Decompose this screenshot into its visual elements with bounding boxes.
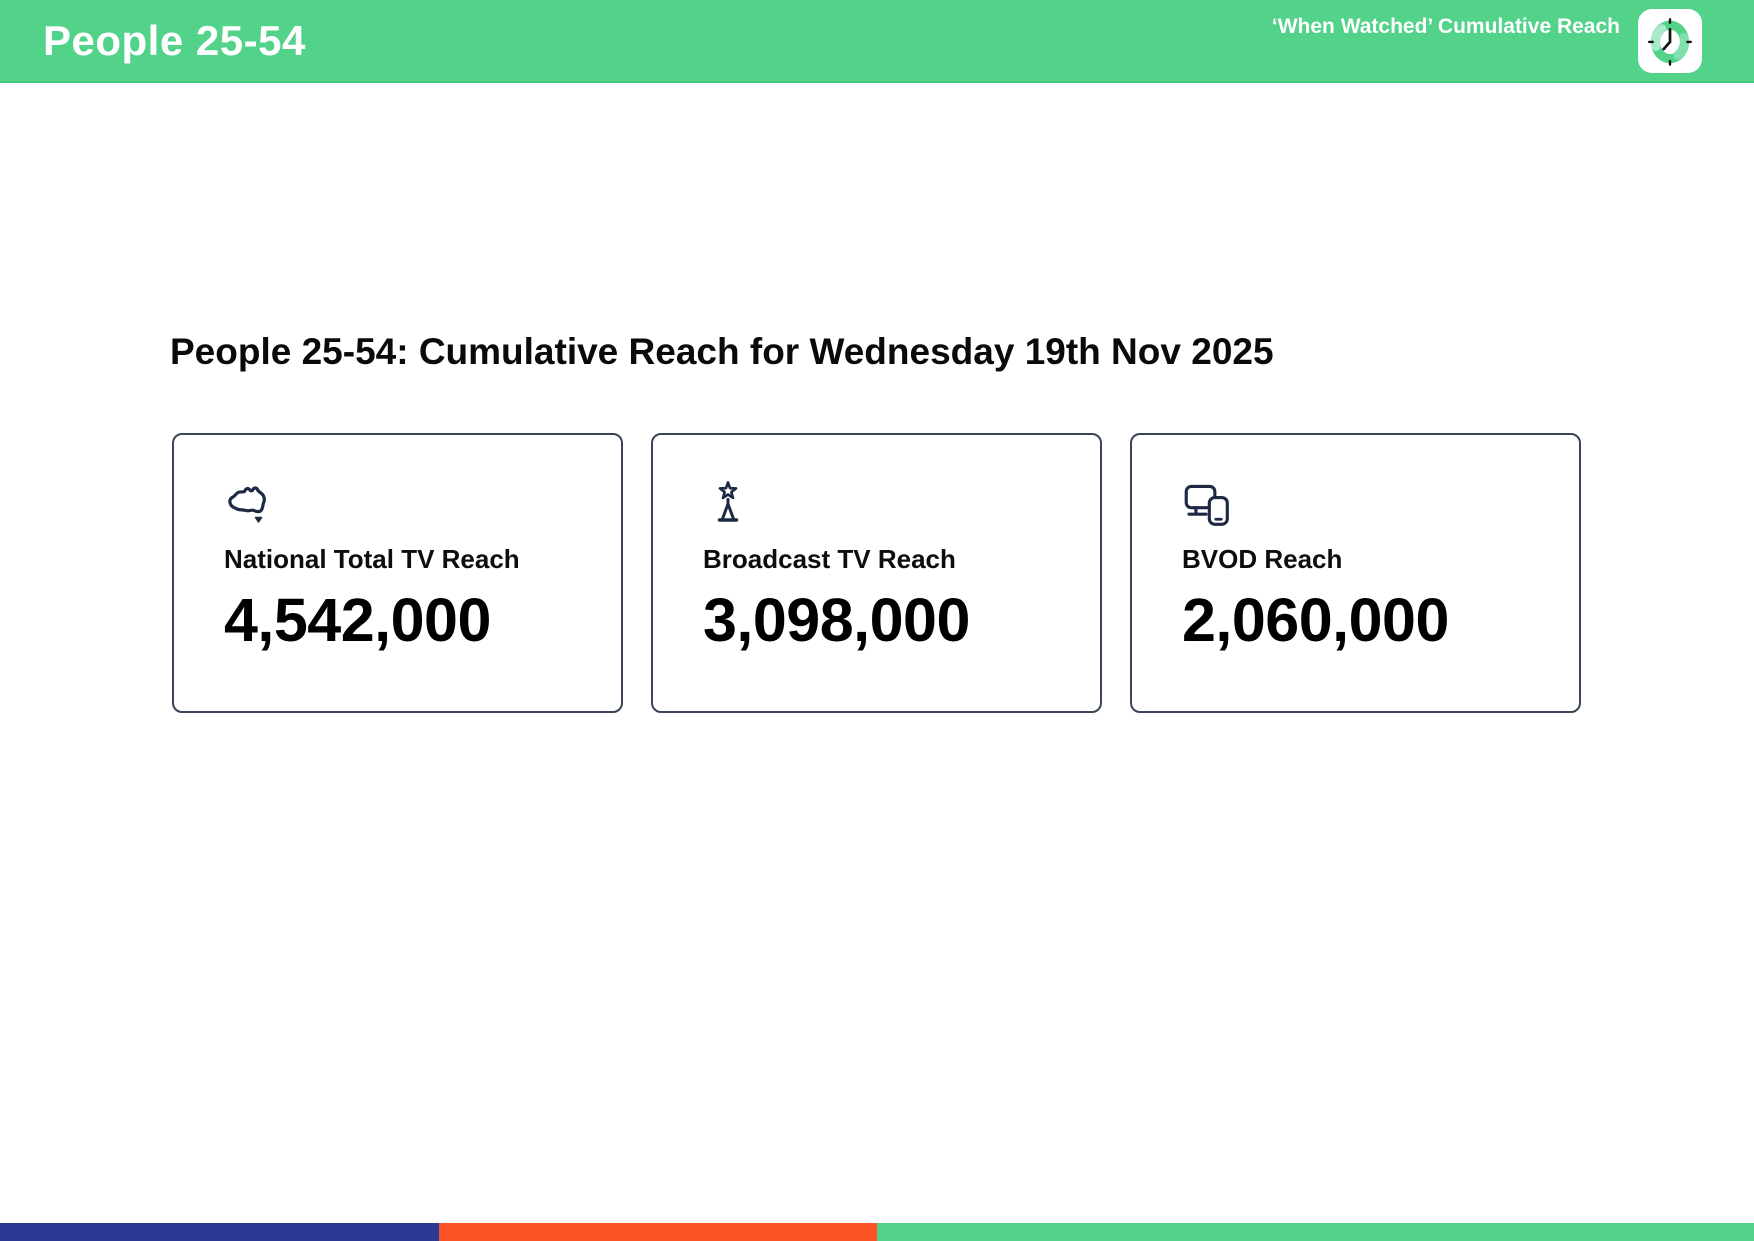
kpi-card-broadcast-tv: Broadcast TV Reach 3,098,000 — [651, 433, 1102, 713]
footer-stripe-orange — [438, 1223, 877, 1241]
header-subtitle: ‘When Watched’ Cumulative Reach — [1271, 14, 1620, 38]
report-heading: People 25-54: Cumulative Reach for Wedne… — [170, 331, 1274, 372]
kpi-label: National Total TV Reach — [224, 544, 520, 574]
header-right-group: ‘When Watched’ Cumulative Reach — [1271, 8, 1702, 73]
kpi-value: 3,098,000 — [703, 586, 970, 654]
page-title: People 25-54 — [43, 16, 306, 64]
kpi-card-national-total-tv: National Total TV Reach 4,542,000 — [172, 433, 623, 713]
footer-stripe — [0, 1223, 1754, 1241]
kpi-card-bvod: BVOD Reach 2,060,000 — [1130, 433, 1581, 713]
clock-logo — [1638, 8, 1702, 73]
footer-stripe-navy — [0, 1223, 439, 1241]
kpi-value: 2,060,000 — [1182, 586, 1449, 654]
kpi-cards-row: National Total TV Reach 4,542,000 Broadc… — [172, 433, 1581, 713]
header-bar: People 25-54 ‘When Watched’ Cumulative R… — [0, 0, 1754, 83]
footer-stripe-green — [877, 1223, 1754, 1241]
tv-and-mobile-devices-icon — [1184, 484, 1229, 526]
australia-map-icon — [228, 486, 266, 523]
kpi-label: Broadcast TV Reach — [703, 544, 956, 574]
kpi-value: 4,542,000 — [224, 586, 491, 654]
broadcast-tower-star-icon — [717, 481, 739, 522]
kpi-label: BVOD Reach — [1182, 544, 1343, 574]
clock-icon — [1647, 17, 1693, 66]
